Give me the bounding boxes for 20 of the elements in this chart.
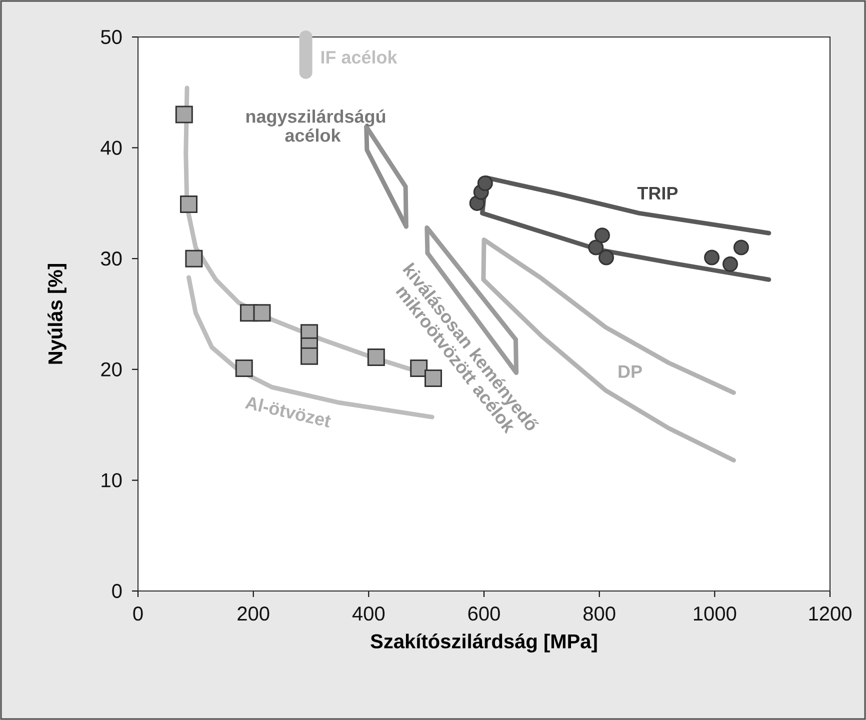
y-tick-label: 10 [102, 473, 122, 488]
x-tick-label: 0 [133, 606, 143, 621]
x-tick-label: 200 [238, 606, 270, 621]
y-axis-title: Nyúlás [%] [48, 264, 66, 364]
annotation: IF acélok [321, 50, 398, 64]
x-tick-label: 800 [584, 606, 616, 621]
x-tick-label: 1000 [694, 606, 736, 621]
y-tick-label: 0 [112, 584, 122, 598]
annotation: Al-ötvözet [244, 397, 331, 428]
annotation: nagyszilárdságú acélok [246, 109, 386, 142]
x-axis-title: Szakítószilárdság [MPa] [370, 634, 597, 652]
annotation: DP [618, 365, 642, 378]
y-tick-label: 20 [101, 362, 122, 376]
x-tick-label: 600 [468, 606, 500, 621]
x-tick-label: 400 [352, 606, 385, 621]
x-tick-label: 1200 [809, 606, 852, 621]
y-tick-label: 50 [101, 30, 122, 44]
annotation: TRIP [637, 187, 678, 200]
y-tick-label: 40 [100, 140, 122, 155]
y-tick-label: 30 [100, 252, 122, 266]
